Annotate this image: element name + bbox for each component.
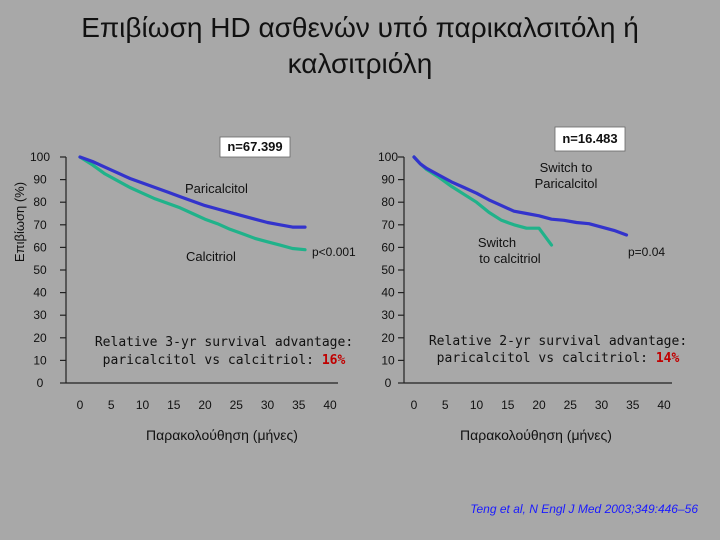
y-tick-label: 0: [37, 376, 44, 390]
y-tick-label: 30: [33, 308, 47, 322]
y-tick-label: 10: [381, 353, 395, 367]
y-tick-label: 100: [378, 150, 398, 164]
chart-right: 0 10 20 30 40 50 60 70 80 90 100 0 5 10 15 20 25 30 35 40 Π…: [378, 126, 687, 443]
x-tick-label: 5: [442, 398, 449, 412]
y-tick-label: 50: [381, 263, 395, 277]
chart-right-switch-cal-line1: Switch: [478, 235, 516, 250]
x-tick-label: 30: [595, 398, 609, 412]
y-tick-label: 70: [381, 218, 395, 232]
y-tick-label: 90: [381, 173, 395, 187]
chart-right-note-line1: Relative 2-yr survival advantage:: [429, 334, 687, 349]
chart-left-note-value: 16%: [322, 353, 346, 368]
y-tick-label: 20: [33, 331, 47, 345]
chart-left-n-label: n=67.399: [227, 139, 282, 154]
chart-right-note-value: 14%: [656, 351, 680, 366]
x-tick-label: 25: [564, 398, 578, 412]
y-tick-label: 80: [381, 195, 395, 209]
chart-left-xlabel: Παρακολούθηση (μήνες): [146, 427, 298, 443]
chart-right-switch-par-line1: Switch to: [540, 160, 593, 175]
chart-left-note-line1: Relative 3-yr survival advantage:: [95, 335, 353, 350]
y-tick-label: 60: [381, 240, 395, 254]
series-line-paricalcitol: [78, 155, 307, 229]
series-line-switch-to-calcitriol: [412, 155, 554, 247]
chart-left-p-value: p<0.001: [312, 245, 356, 259]
x-tick-label: 5: [108, 398, 115, 412]
y-tick-label: 70: [33, 218, 47, 232]
chart-left-ylabel: Επιβίωση (%): [12, 182, 27, 262]
chart-left-n-box: [219, 136, 291, 158]
y-tick-label: 50: [33, 263, 47, 277]
y-tick-label: 30: [381, 308, 395, 322]
chart-left-calcitriol-label: Calcitriol: [186, 249, 236, 264]
y-tick-label: 60: [33, 240, 47, 254]
chart-right-n-box: [554, 126, 626, 152]
x-tick-label: 0: [411, 398, 418, 412]
chart-right-note-line2: paricalcitol vs calcitriol: 14%: [437, 351, 680, 366]
y-tick-label: 40: [381, 286, 395, 300]
chart-right-note-text: paricalcitol vs calcitriol:: [437, 351, 656, 366]
chart-left: 0 10 20 30 40 50 60 70 80 90 100 0 5 10 15 20 25 30 35 40 Ε…: [12, 136, 356, 443]
y-tick-label: 10: [33, 353, 47, 367]
chart-right-xlabel: Παρακολούθηση (μήνες): [460, 427, 612, 443]
y-tick-label: 90: [33, 173, 47, 187]
x-tick-label: 40: [657, 398, 671, 412]
slide-title: Επιβίωση HD ασθενών υπό παρικαλσιτόλη ή …: [81, 12, 639, 79]
x-tick-label: 20: [198, 398, 212, 412]
y-tick-label: 100: [30, 150, 50, 164]
chart-left-series: [78, 155, 307, 252]
chart-right-axes: 0 10 20 30 40 50 60 70 80 90 100 0 5 10 15 20 25 30 35 40: [378, 150, 672, 412]
x-tick-label: 40: [323, 398, 337, 412]
x-tick-label: 35: [626, 398, 640, 412]
chart-left-note-line2: paricalcitol vs calcitriol: 16%: [103, 353, 346, 368]
x-tick-label: 35: [292, 398, 306, 412]
x-tick-label: 0: [77, 398, 84, 412]
x-tick-label: 25: [230, 398, 244, 412]
x-tick-label: 15: [501, 398, 515, 412]
chart-right-series: [412, 155, 629, 247]
citation: Teng et al, N Engl J Med 2003;349:446–56: [470, 502, 698, 516]
y-tick-label: 80: [33, 195, 47, 209]
x-tick-label: 15: [167, 398, 181, 412]
y-tick-label: 40: [33, 286, 47, 300]
series-line-calcitriol: [78, 155, 307, 252]
y-tick-label: 20: [381, 331, 395, 345]
series-line-switch-to-paricalcitol: [412, 155, 629, 237]
chart-right-n-label: n=16.483: [562, 131, 617, 146]
chart-right-switch-par-line2: Paricalcitol: [535, 176, 598, 191]
y-tick-label: 0: [385, 376, 392, 390]
chart-right-p-value: p=0.04: [628, 245, 665, 259]
x-tick-label: 10: [470, 398, 484, 412]
chart-left-note-text: paricalcitol vs calcitriol:: [103, 353, 322, 368]
x-tick-label: 30: [261, 398, 275, 412]
chart-left-paricalcitol-label: Paricalcitol: [185, 181, 248, 196]
chart-left-axes: 0 10 20 30 40 50 60 70 80 90 100 0 5 10 15 20 25 30 35 40: [30, 150, 338, 412]
x-tick-label: 10: [136, 398, 150, 412]
chart-right-switch-cal-line2: to calcitriol: [479, 251, 541, 266]
x-tick-label: 20: [532, 398, 546, 412]
